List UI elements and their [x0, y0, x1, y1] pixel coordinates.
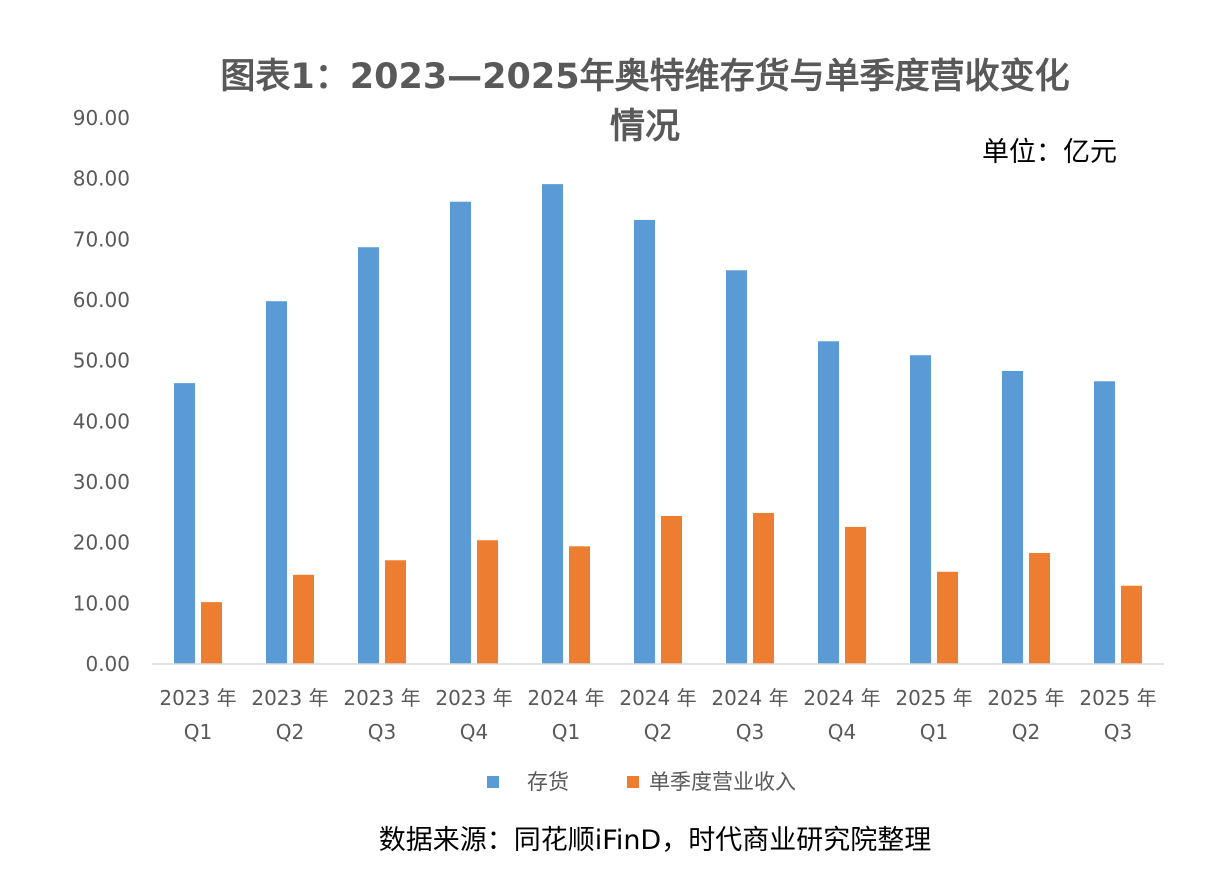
y-tick-label: 80.00 [73, 167, 130, 191]
x-tick-label-quarter: Q2 [644, 720, 672, 744]
legend-label: 单季度营业收入 [649, 770, 796, 794]
x-tick-label-year: 2023 年 [251, 686, 328, 710]
bar-inventory [358, 247, 379, 664]
bar-inventory [266, 301, 287, 664]
x-tick-label-quarter: Q4 [460, 720, 488, 744]
bar-inventory [1002, 370, 1023, 664]
bar-inventory [450, 201, 471, 664]
bar-revenue [201, 602, 222, 664]
x-tick-label-year: 2023 年 [159, 686, 236, 710]
bar-inventory [818, 341, 839, 664]
source-note: 数据来源：同花顺iFinD，时代商业研究院整理 [378, 825, 932, 856]
bar-inventory [542, 184, 563, 665]
x-tick-label-year: 2024 年 [619, 686, 696, 710]
x-tick-label-quarter: Q1 [552, 720, 580, 744]
legend-swatch [627, 776, 639, 788]
x-tick-label-year: 2023 年 [435, 686, 512, 710]
y-tick-label: 70.00 [73, 227, 130, 251]
y-tick-label: 20.00 [73, 531, 130, 555]
bar-revenue [661, 515, 682, 664]
bar-revenue [753, 512, 774, 664]
legend-swatch [487, 776, 499, 788]
y-tick-label: 50.00 [73, 349, 130, 373]
bar-revenue [569, 546, 590, 664]
y-tick-label: 40.00 [73, 409, 130, 433]
chart-title-line2: 情况 [609, 107, 680, 147]
x-tick-label-year: 2025 年 [1079, 686, 1156, 710]
x-tick-label-year: 2025 年 [895, 686, 972, 710]
y-tick-label: 10.00 [73, 591, 130, 615]
x-tick-label-year: 2024 年 [803, 686, 880, 710]
bar-revenue [937, 571, 958, 664]
x-tick-label-quarter: Q1 [920, 720, 948, 744]
y-tick-label: 0.00 [85, 652, 130, 676]
unit-label: 单位：亿元 [982, 137, 1117, 168]
bar-inventory [1094, 381, 1115, 664]
bar-inventory [174, 383, 195, 664]
bar-inventory [726, 270, 747, 664]
x-tick-label-quarter: Q2 [1012, 720, 1040, 744]
x-tick-label-year: 2024 年 [711, 686, 788, 710]
y-tick-label: 30.00 [73, 470, 130, 494]
bar-revenue [1121, 585, 1142, 664]
y-tick-label: 60.00 [73, 288, 130, 312]
x-tick-label-quarter: Q1 [184, 720, 212, 744]
y-tick-label: 90.00 [73, 106, 130, 130]
x-tick-label-quarter: Q3 [1104, 720, 1132, 744]
x-tick-label-year: 2024 年 [527, 686, 604, 710]
bar-revenue [477, 540, 498, 664]
legend-label: 存货 [527, 770, 569, 794]
bar-inventory [910, 355, 931, 664]
bar-revenue [845, 526, 866, 664]
x-tick-label-quarter: Q3 [368, 720, 396, 744]
x-tick-label-year: 2023 年 [343, 686, 420, 710]
bar-revenue [293, 574, 314, 664]
x-tick-label-year: 2025 年 [987, 686, 1064, 710]
x-tick-label-quarter: Q3 [736, 720, 764, 744]
x-tick-label-quarter: Q2 [276, 720, 304, 744]
bar-inventory [634, 219, 655, 665]
bar-revenue [385, 560, 406, 664]
bar-revenue [1029, 552, 1050, 664]
x-tick-label-quarter: Q4 [828, 720, 856, 744]
chart-title-line1: 图表1：2023—2025年奥特维存货与单季度营收变化 [220, 57, 1070, 97]
